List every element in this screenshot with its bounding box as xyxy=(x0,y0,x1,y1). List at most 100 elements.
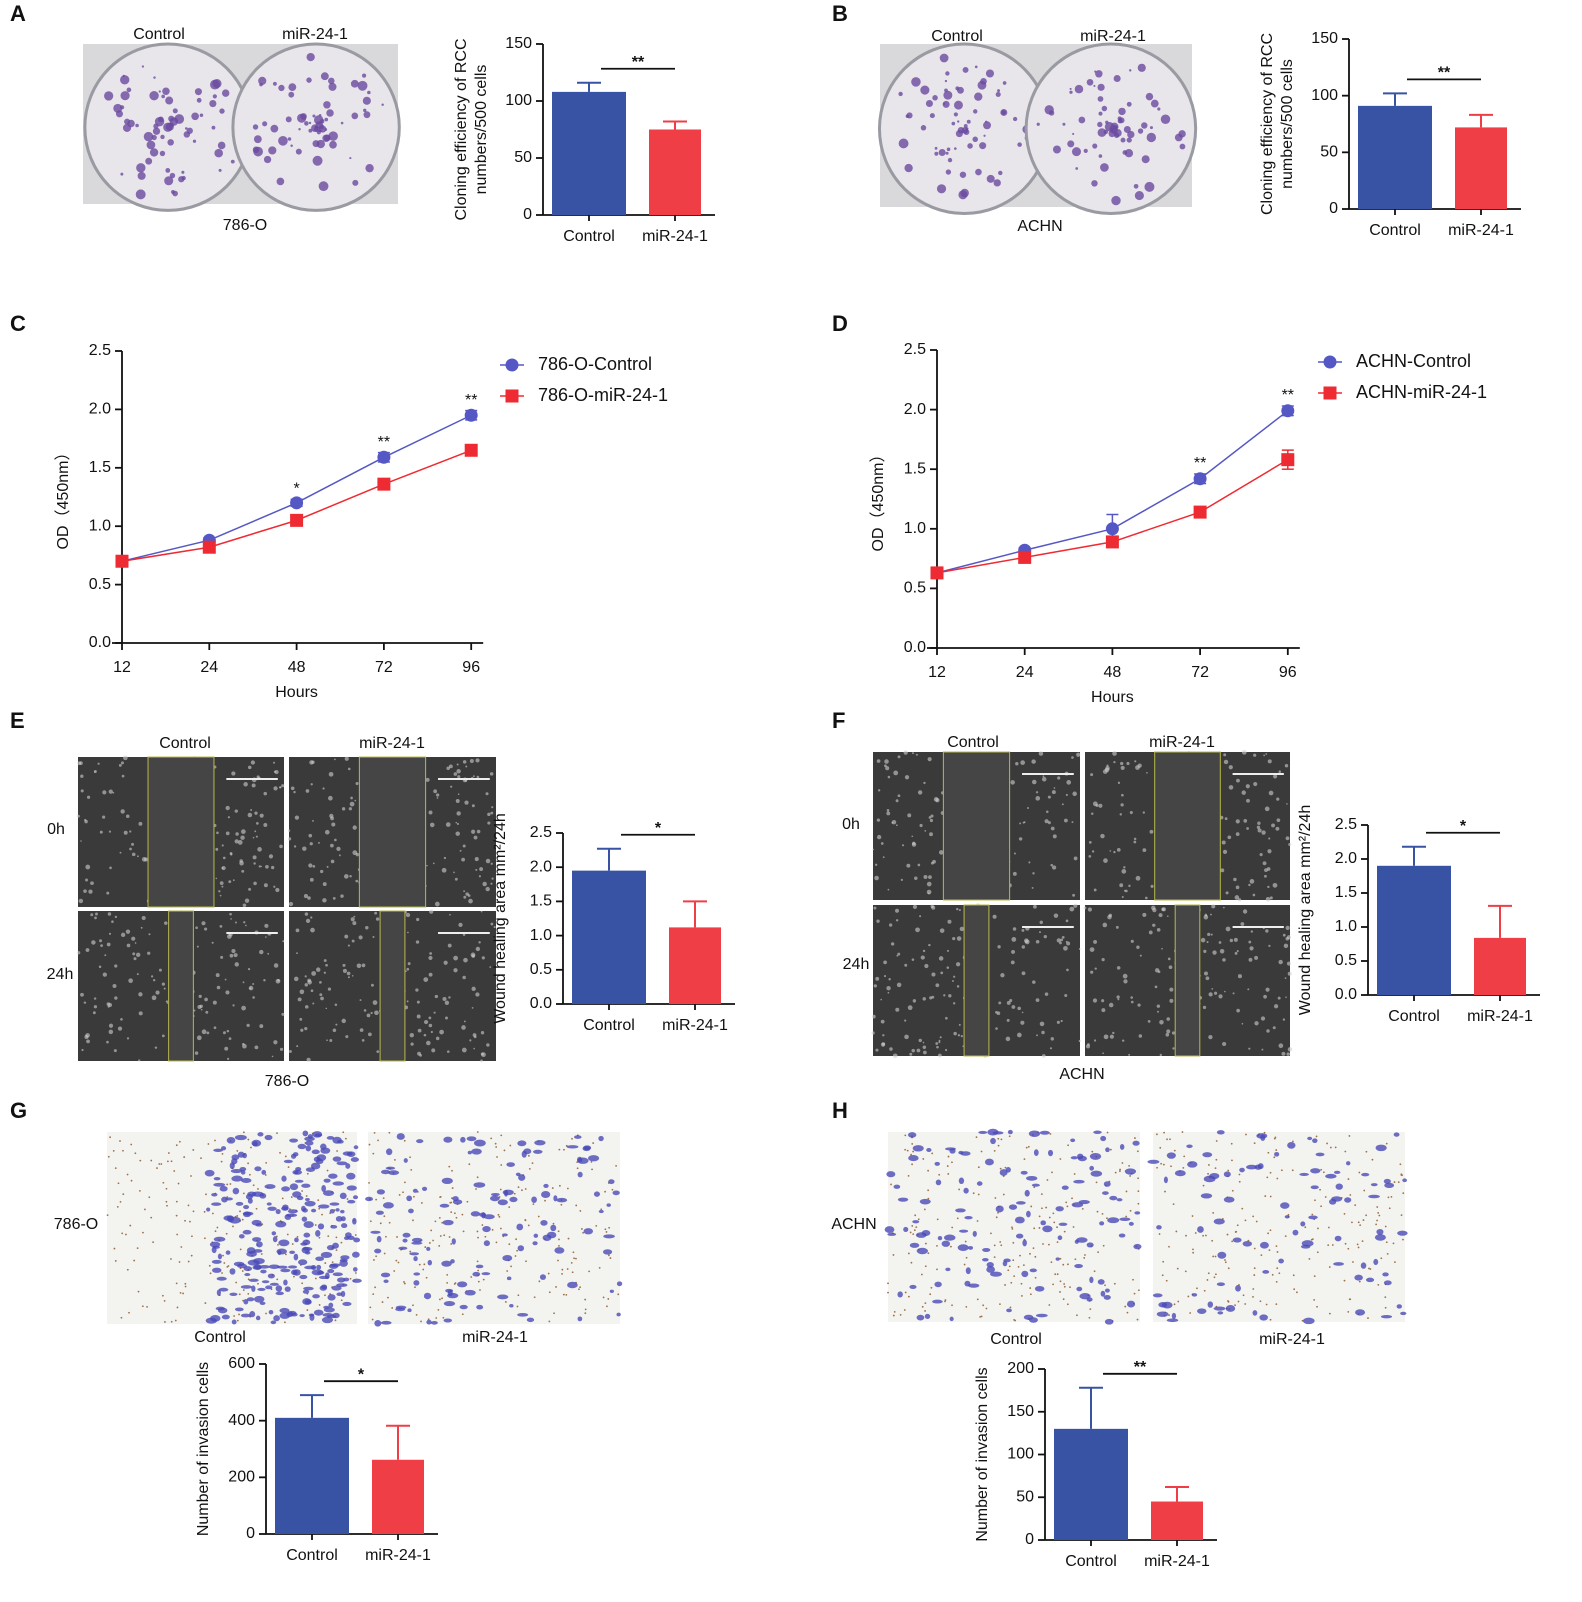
cell xyxy=(1121,868,1127,874)
invaded-cell xyxy=(450,1259,455,1264)
pore xyxy=(592,1142,595,1144)
invaded-cell xyxy=(261,1280,270,1284)
cell xyxy=(1248,940,1252,944)
legend-marker xyxy=(505,389,519,403)
pore xyxy=(605,1231,608,1233)
invaded-cell xyxy=(353,1145,359,1150)
cell xyxy=(108,1003,113,1007)
pore xyxy=(1063,1285,1066,1288)
significance: ** xyxy=(1194,455,1206,472)
cell xyxy=(434,994,439,999)
pore xyxy=(1311,1238,1314,1241)
invaded-cell xyxy=(1202,1152,1213,1158)
cell xyxy=(119,851,122,854)
cell xyxy=(330,816,334,821)
cell xyxy=(310,989,314,993)
cell xyxy=(946,949,950,952)
invaded-cell xyxy=(916,1247,928,1255)
cell xyxy=(1051,790,1056,795)
invaded-cell xyxy=(482,1225,491,1233)
pore xyxy=(515,1238,518,1241)
pore xyxy=(604,1228,607,1231)
cell xyxy=(1103,858,1108,863)
significance: ** xyxy=(1438,65,1451,82)
colony xyxy=(1069,87,1072,90)
pore xyxy=(476,1131,479,1133)
pore xyxy=(1162,1260,1165,1263)
pore xyxy=(980,1315,983,1318)
cell xyxy=(1035,998,1040,1002)
pore xyxy=(921,1305,924,1308)
image-label: miR-24-1 xyxy=(359,735,425,752)
cell xyxy=(927,757,932,762)
pore xyxy=(1189,1312,1192,1314)
cell xyxy=(90,881,94,886)
pore xyxy=(375,1198,378,1201)
pore xyxy=(1132,1278,1134,1281)
cell xyxy=(255,835,258,838)
significance: ** xyxy=(632,54,645,71)
cell xyxy=(924,963,929,969)
cell xyxy=(1023,821,1026,824)
cell xyxy=(1136,945,1140,949)
invaded-cell xyxy=(475,1264,484,1269)
invaded-cell xyxy=(413,1272,421,1276)
invaded-cell xyxy=(1209,1172,1220,1180)
invaded-cell xyxy=(339,1259,348,1267)
pore xyxy=(184,1285,187,1288)
colony xyxy=(995,91,1001,97)
invaded-cell xyxy=(533,1149,543,1154)
cell xyxy=(889,1047,893,1051)
cell xyxy=(1117,781,1121,784)
cell xyxy=(959,926,965,932)
image-label: 786-O xyxy=(54,1216,98,1233)
cell xyxy=(1273,1004,1279,1009)
cell xyxy=(351,939,355,943)
colony xyxy=(164,176,174,186)
pore xyxy=(139,1159,142,1162)
pore xyxy=(1275,1149,1278,1151)
invaded-cell xyxy=(213,1177,221,1181)
cell xyxy=(1035,791,1039,794)
cell xyxy=(473,1047,475,1050)
pore xyxy=(1231,1159,1233,1162)
colony xyxy=(363,108,367,113)
pore xyxy=(990,1232,992,1235)
cell xyxy=(1265,987,1270,992)
invaded-cell xyxy=(212,1245,220,1249)
cell xyxy=(273,963,279,968)
pore xyxy=(1380,1257,1383,1260)
cell xyxy=(263,883,268,888)
colony xyxy=(326,109,334,117)
invaded-cell xyxy=(314,1133,323,1137)
legend-label: ACHN-Control xyxy=(1356,351,1471,371)
colony xyxy=(181,175,186,181)
pore xyxy=(562,1293,565,1296)
pore xyxy=(1095,1181,1098,1184)
invaded-cell xyxy=(1254,1164,1262,1170)
colony xyxy=(270,124,279,133)
pore xyxy=(1322,1171,1325,1174)
cell xyxy=(320,996,324,1001)
cell xyxy=(931,905,936,910)
cell xyxy=(340,894,344,898)
cell xyxy=(1018,837,1023,841)
colony xyxy=(120,172,124,176)
pore xyxy=(496,1156,498,1158)
cell xyxy=(239,860,244,866)
cell xyxy=(1093,1039,1097,1042)
pore xyxy=(1033,1227,1036,1230)
cell xyxy=(86,1039,90,1044)
cell xyxy=(1161,947,1163,950)
invaded-cell xyxy=(1166,1152,1176,1159)
cell xyxy=(458,922,463,928)
invaded-cell xyxy=(398,1246,408,1250)
invaded-cell xyxy=(1402,1178,1407,1183)
cell xyxy=(1236,950,1239,953)
y-tick-label: 1.5 xyxy=(530,893,552,910)
invaded-cell xyxy=(242,1229,252,1235)
invaded-cell xyxy=(305,1197,310,1202)
cell xyxy=(1128,884,1131,888)
cell xyxy=(887,991,890,994)
